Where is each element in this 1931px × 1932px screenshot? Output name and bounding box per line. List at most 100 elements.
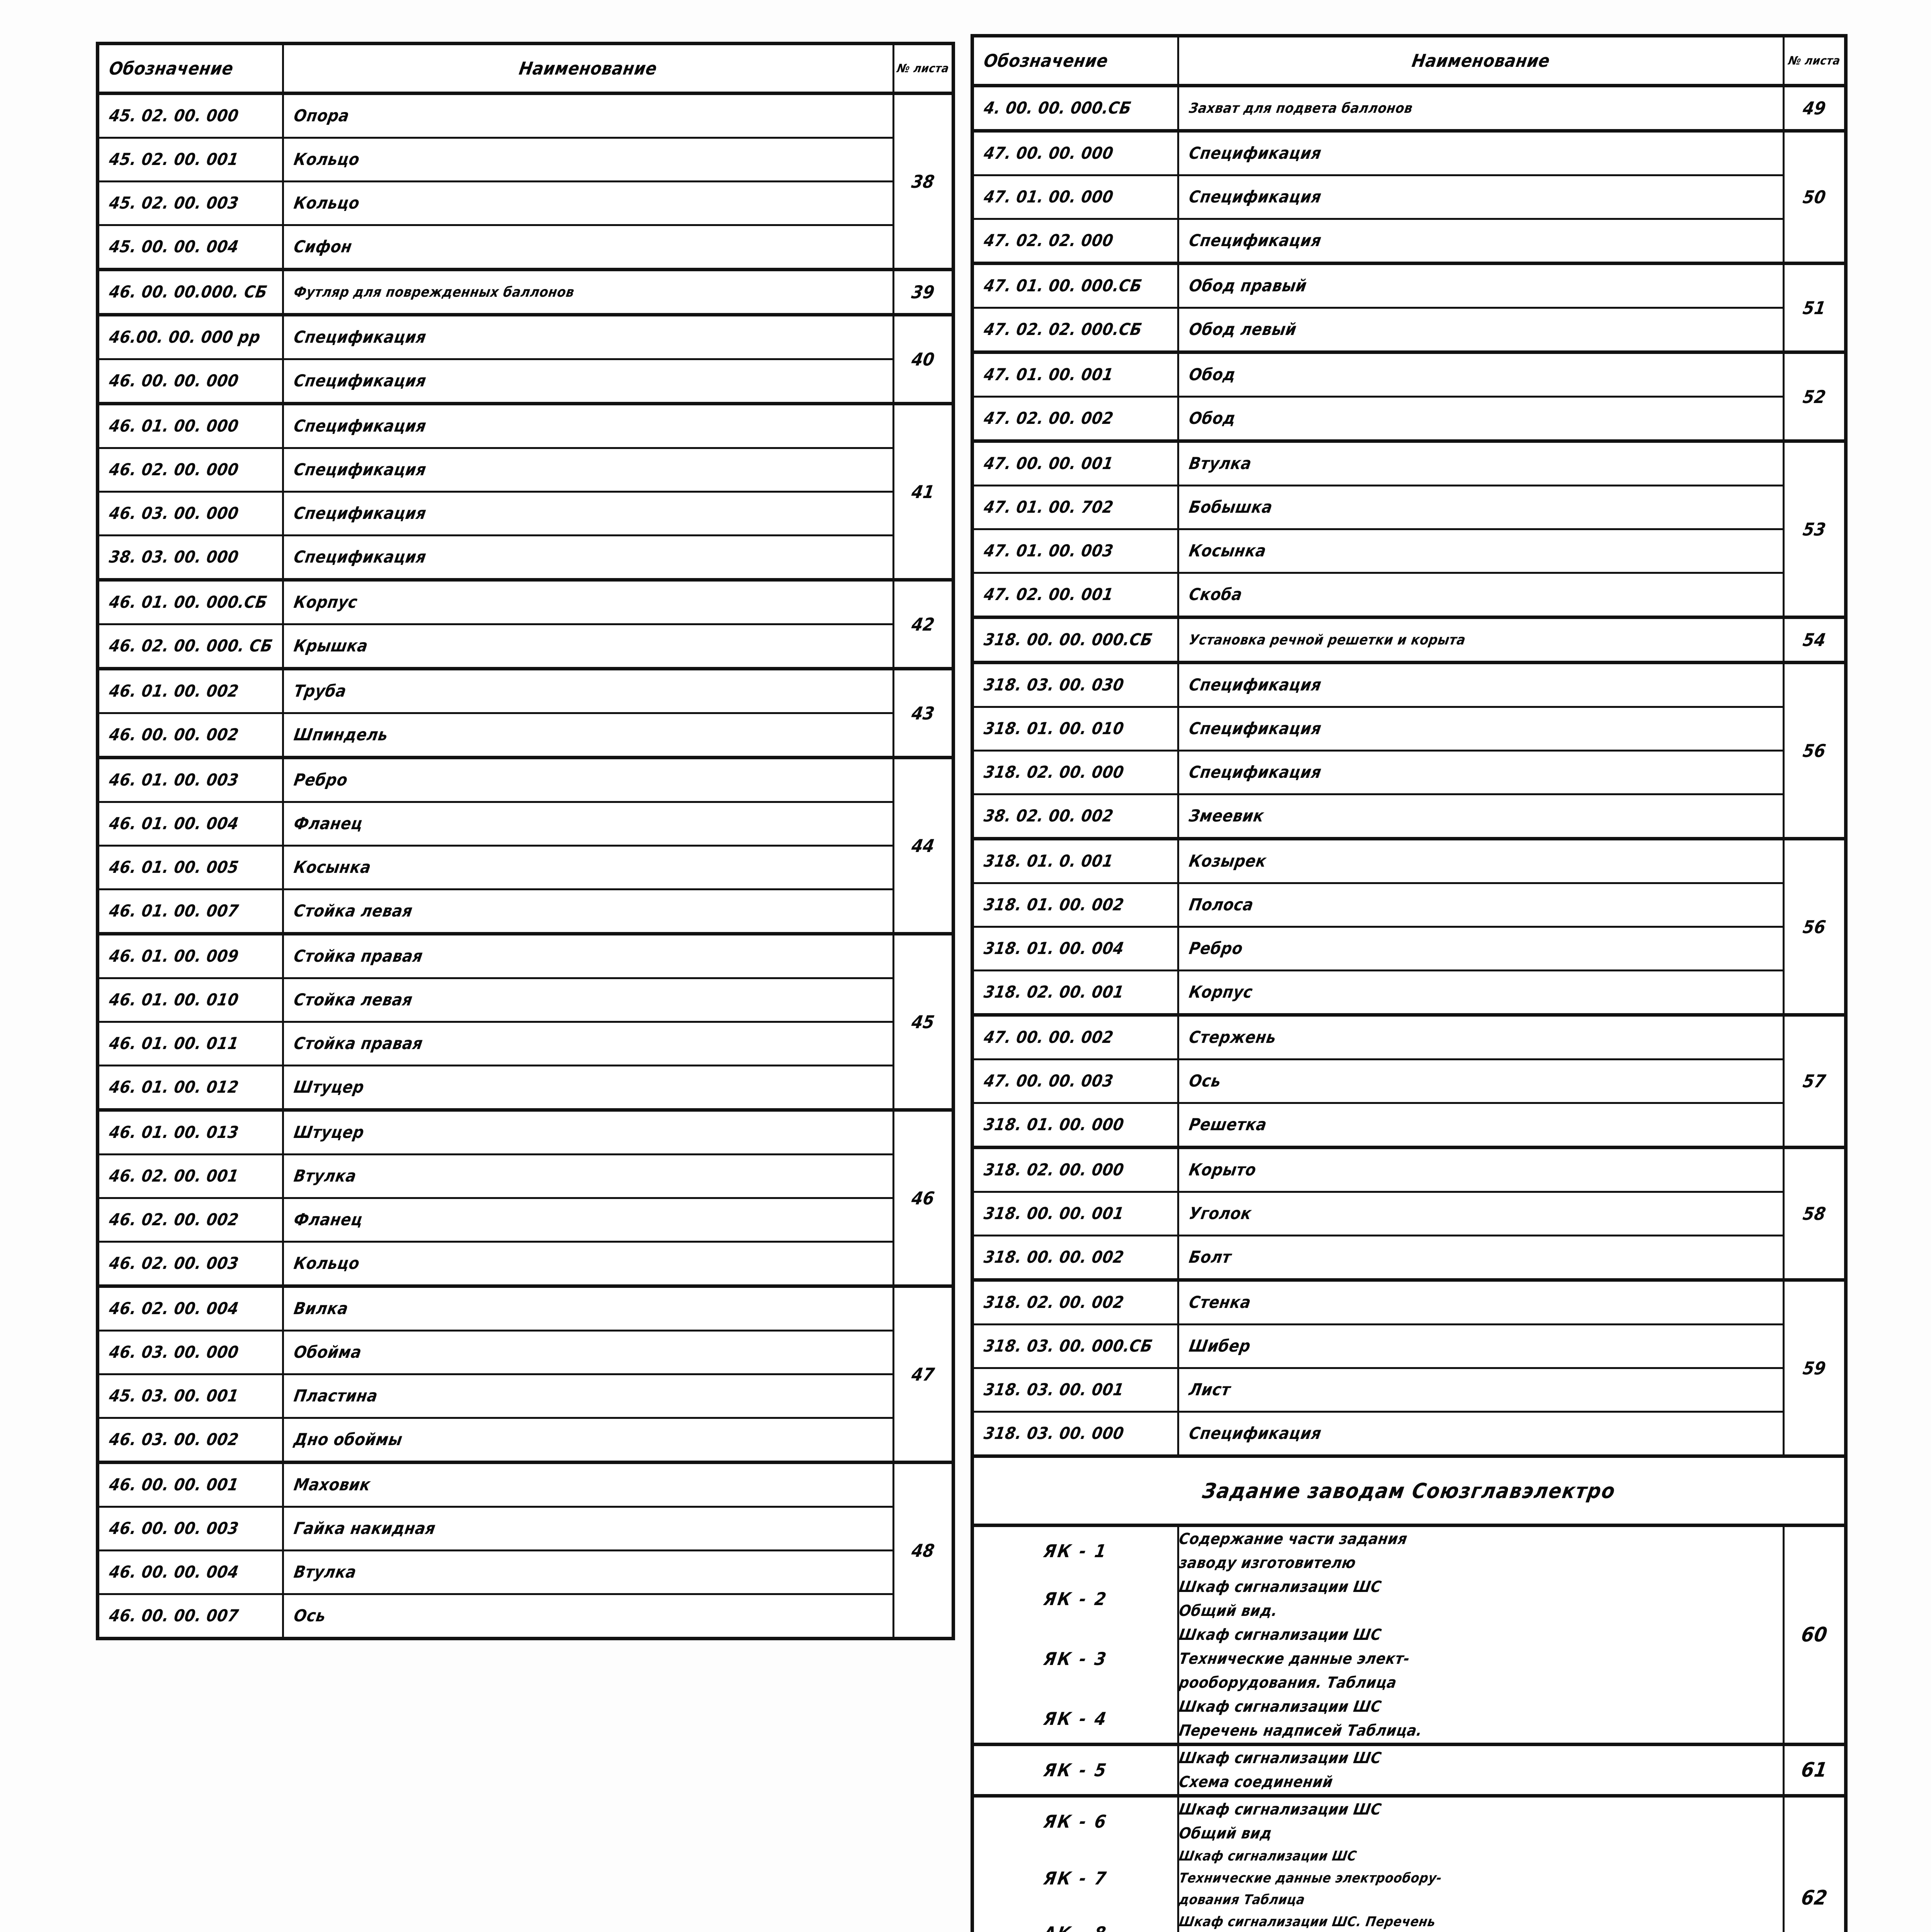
table-row: 46. 01. 00. 002 Труба 43 [97, 667, 954, 759]
cell-name: Обойма [282, 1330, 894, 1375]
section-banner: Задание заводам Союзглавэлектро [971, 1454, 1847, 1526]
cell-designation: 318. 01. 0. 001 [971, 837, 1179, 884]
sheet-number-text: 49 [1801, 98, 1827, 119]
designation-text: 46. 03. 00. 002 [108, 1430, 240, 1449]
cell-designation: 46. 00. 00. 002 [97, 712, 284, 759]
cell-designation: 46. 01. 00. 011 [97, 1021, 284, 1066]
cell-designation: 45. 02. 00. 003 [97, 180, 284, 226]
cell-name: Обод [1177, 350, 1785, 398]
name-text: Стойка правая [292, 1034, 424, 1053]
name-text: Обод правый [1187, 276, 1308, 296]
cell-name: Стержень [1177, 1013, 1785, 1060]
cell-name: Ось [282, 1593, 894, 1639]
table-row: 318. 01. 0. 001 Козырек 56 [971, 837, 1847, 1016]
cell-name: Ребро [1177, 926, 1785, 971]
cell-designation: 38. 03. 00. 000 [97, 534, 284, 581]
table-row: 318. 02. 00. 002 Стенка 59 [971, 1278, 1847, 1457]
name-text: Гайка накидная [292, 1519, 437, 1538]
cell-designation: 47. 00. 00. 000 [971, 129, 1179, 176]
cell-yak-title: Шкаф сигнализации ШС Технические данные э… [1177, 1845, 1785, 1912]
cell-designation: 45. 02. 00. 000 [97, 92, 284, 139]
cell-designation: 46. 01. 00. 000 [97, 402, 284, 449]
designation-text: 46. 01. 00. 007 [108, 901, 240, 921]
name-text: Болт [1187, 1248, 1233, 1267]
designation-text: 318. 01. 00. 000 [982, 1115, 1125, 1134]
name-text: Пластина [292, 1386, 379, 1406]
table-row: 46. 00. 00. 007 Ось [97, 1593, 954, 1639]
designation-text: 46. 01. 00. 004 [108, 814, 240, 833]
designation-text: 318. 03. 00. 000 [982, 1424, 1125, 1443]
designation-text: 318. 01. 00. 004 [982, 939, 1125, 958]
cell-yak-code: АК - 8 [971, 1911, 1179, 1932]
cell-designation: 46. 01. 00. 007 [97, 888, 284, 935]
table-row: 318. 02. 00. 001 Корпус [971, 969, 1846, 1016]
table-row: 318. 02. 00. 000 Корыто 58 [971, 1146, 1847, 1281]
cell-name: Опора [282, 92, 894, 139]
table-row: 46. 00. 00.000. СБ Футляр для поврежденны… [97, 268, 954, 316]
cell-name: Фланец [282, 801, 894, 847]
cell-designation: 318. 02. 00. 000 [971, 750, 1179, 795]
cell-designation: 46. 01. 00. 000.СБ [97, 578, 284, 625]
cell-sheet-number: 43 [892, 667, 954, 759]
table-row: 46. 02. 00. 000 Спецификация [97, 447, 954, 493]
name-text: Футляр для поврежденных баллонов [292, 284, 576, 300]
designation-text: 45. 00. 00. 004 [108, 237, 240, 257]
cell-designation: 46.00. 00. 000 рр [97, 313, 284, 360]
table-row: 47. 02. 00. 001 Скоба [971, 572, 1846, 618]
cell-name: Бобышка [1177, 485, 1785, 530]
cell-designation: 45. 00. 00. 004 [97, 224, 284, 270]
name-text: Спецификация [1187, 1424, 1323, 1443]
designation-text: 46. 01. 00. 010 [108, 990, 240, 1010]
name-text: Вилка [292, 1299, 350, 1318]
table-row: 47. 00. 00. 001 Втулка 53 [971, 439, 1847, 618]
cell-name: Болт [1177, 1235, 1785, 1281]
header-designation: Обозначение [971, 35, 1179, 87]
table-row: 45. 02. 00. 003 Кольцо [97, 180, 954, 226]
cell-name: Установка речной решетки и корыта [1177, 616, 1785, 663]
name-text: Сифон [292, 237, 354, 257]
cell-designation: 47. 01. 00. 001 [971, 350, 1179, 398]
left-table-body: 45. 02. 00. 000 Опора 38 45. 02. 00. 001 Кол… [97, 92, 954, 1639]
cell-designation: 318. 02. 00. 002 [971, 1278, 1179, 1325]
designation-text: 318. 03. 00. 000.СБ [982, 1337, 1154, 1356]
table-row: 318. 00. 00. 002 Болт [971, 1235, 1846, 1281]
cell-name: Спецификация [282, 447, 894, 493]
cell-designation: 46. 01. 00. 013 [97, 1108, 284, 1155]
table-row: 47. 00. 00. 000 Спецификация 50 [971, 129, 1847, 264]
designation-text: 318. 02. 00. 001 [982, 983, 1125, 1002]
name-text: Ось [292, 1606, 327, 1626]
yak-code-text: АК - 8 [1042, 1923, 1109, 1932]
cell-designation: 46. 01. 00. 005 [97, 845, 284, 890]
yak-code-text: ЯК - 7 [1042, 1868, 1109, 1889]
yak-sheet-number-text: 62 [1800, 1886, 1829, 1910]
name-text: Кольцо [292, 194, 361, 213]
cell-designation: 318. 00. 00. 000.СБ [971, 616, 1179, 663]
table-row: 46. 01. 00. 011 Стойка правая [97, 1021, 954, 1066]
cell-designation: 46. 01. 00. 003 [97, 756, 284, 803]
cell-designation: 46. 01. 00. 004 [97, 801, 284, 847]
cell-sheet-number: 49 [1783, 84, 1847, 132]
cell-name: Стенка [1177, 1278, 1785, 1325]
name-text: Ось [1187, 1071, 1222, 1091]
designation-text: 46. 01. 00. 011 [108, 1034, 240, 1053]
table-row: 46. 02. 00. 001 Втулка [97, 1153, 954, 1199]
sheet-number-text: 47 [910, 1364, 936, 1385]
name-text: Косынка [292, 858, 372, 877]
cell-designation: 4. 00. 00. 000.СБ [971, 84, 1179, 132]
cell-designation: 46. 00. 00. 001 [97, 1461, 284, 1508]
cell-name: Спецификация [282, 358, 894, 405]
table-row: 318. 00. 00. 001 Уголок [971, 1191, 1846, 1236]
header-name-label: Наименование [1410, 50, 1552, 71]
yak-title-line: Технические данные электрообору- [1178, 1870, 1443, 1886]
sheet-number-text: 53 [1801, 519, 1827, 540]
designation-text: 47. 00. 00. 002 [982, 1028, 1115, 1047]
designation-text: 46. 00. 00. 000 [108, 371, 240, 391]
table-row: 47. 01. 00. 000.СБ Обод правый 51 [971, 262, 1847, 353]
cell-name: Спецификация [282, 313, 894, 360]
designation-text: 47. 02. 02. 000.СБ [982, 320, 1144, 339]
cell-name: Сифон [282, 224, 894, 270]
table-row: 47. 02. 02. 000.СБ Обод левый [971, 307, 1846, 353]
cell-name: Кольцо [282, 180, 894, 226]
header-name-label: Наименование [518, 58, 659, 79]
name-text: Обод [1187, 409, 1237, 428]
